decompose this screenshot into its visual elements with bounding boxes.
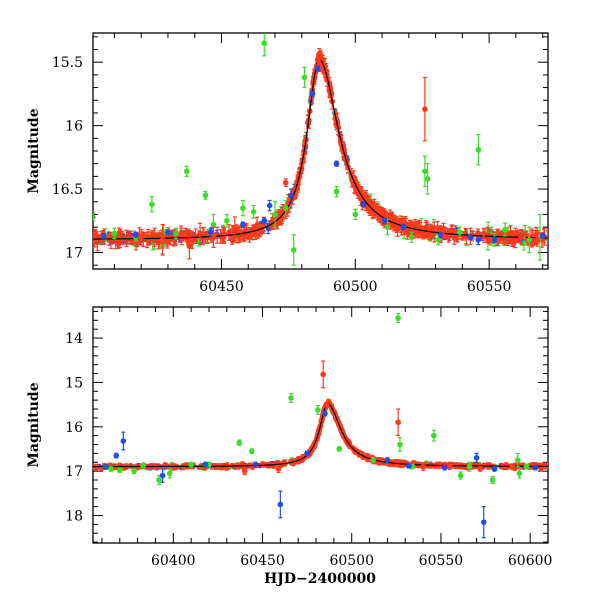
red-point [127, 235, 133, 241]
red-point [481, 231, 487, 237]
y-tick-label: 14 [65, 331, 83, 347]
y-tick-label: 18 [65, 508, 83, 524]
green-point [457, 229, 463, 235]
green-point [476, 147, 482, 153]
dense-photometry [90, 49, 550, 251]
x-tick-label: 60450 [199, 279, 244, 295]
green-point [184, 169, 190, 175]
red-point [197, 231, 203, 237]
red-point [160, 237, 166, 243]
blue-point [315, 66, 321, 72]
green-point [203, 193, 209, 199]
red-point [534, 237, 540, 243]
red-point [422, 106, 428, 112]
blue-point [361, 201, 367, 207]
red-point [518, 234, 524, 240]
red-point [449, 227, 455, 233]
x-tick-label: 60500 [329, 553, 374, 569]
bottom-panel-plot-area [91, 314, 551, 538]
red-point [138, 234, 144, 240]
y-tick-label: 17 [65, 246, 83, 262]
green-point [526, 237, 532, 243]
blue-point [476, 237, 482, 243]
blue-point [208, 229, 214, 235]
green-point [272, 212, 278, 218]
green-point [422, 169, 428, 175]
red-point [255, 231, 261, 237]
blue-point [401, 224, 407, 230]
green-point [224, 218, 230, 224]
red-point [232, 227, 238, 233]
red-point [283, 180, 289, 186]
green-point [385, 224, 391, 230]
x-tick-label: 60550 [419, 553, 464, 569]
blue-point [540, 233, 546, 239]
dense-photometry [91, 399, 551, 471]
green-point [112, 231, 118, 237]
green-point [291, 247, 297, 253]
y-tick-label: 15.5 [52, 55, 83, 71]
red-point [383, 212, 389, 218]
blue-point [288, 193, 294, 199]
red-point [211, 234, 217, 240]
red-point [202, 233, 208, 239]
blue-point [133, 232, 139, 238]
blue-point [165, 229, 171, 235]
y-tick-label: 16.5 [52, 182, 83, 198]
green-point [283, 205, 289, 211]
green-point [502, 227, 508, 233]
green-point [173, 231, 179, 237]
blue-point [438, 232, 444, 238]
x-tick-label: 60500 [333, 279, 378, 295]
red-point [508, 231, 514, 237]
x-tick-label: 60400 [151, 553, 196, 569]
red-point [315, 57, 321, 63]
blue-point [261, 218, 267, 224]
green-point [240, 205, 246, 211]
x-tick-label: 60550 [467, 279, 512, 295]
y-tick-label: 17 [65, 464, 83, 480]
x-tick-label: 60450 [240, 553, 285, 569]
top-panel-y-axis-label: Magnitude [26, 108, 42, 193]
green-point [302, 75, 308, 81]
top-panel-plot-area [90, 30, 550, 265]
blue-point [101, 233, 107, 239]
green-point [90, 214, 96, 220]
green-point [251, 209, 257, 215]
blue-point [310, 91, 316, 97]
green-point [352, 212, 358, 218]
red-point [187, 243, 193, 249]
blue-point [492, 237, 498, 243]
y-tick-label: 15 [65, 375, 83, 391]
green-point [409, 234, 415, 240]
x-tick-label: 60600 [508, 553, 553, 569]
y-tick-label: 16 [65, 420, 83, 436]
red-point [475, 230, 481, 236]
green-point [425, 176, 431, 182]
y-tick-label: 16 [65, 119, 83, 135]
blue-point [468, 234, 474, 240]
blue-point [240, 222, 246, 228]
green-point [334, 189, 340, 195]
top-panel-tick-labels: 60450 60500 60550 15.5 16 16.5 17 [52, 55, 512, 295]
green-point [261, 40, 267, 46]
red-point [441, 227, 447, 233]
red-series [138, 55, 540, 259]
red-point [247, 234, 253, 240]
top-panel: 60450 60500 60550 15.5 16 16.5 17 Magnitude [26, 30, 550, 295]
blue-point [382, 218, 388, 224]
green-point [149, 201, 155, 207]
blue-point [334, 161, 340, 167]
blue-point [267, 203, 273, 209]
